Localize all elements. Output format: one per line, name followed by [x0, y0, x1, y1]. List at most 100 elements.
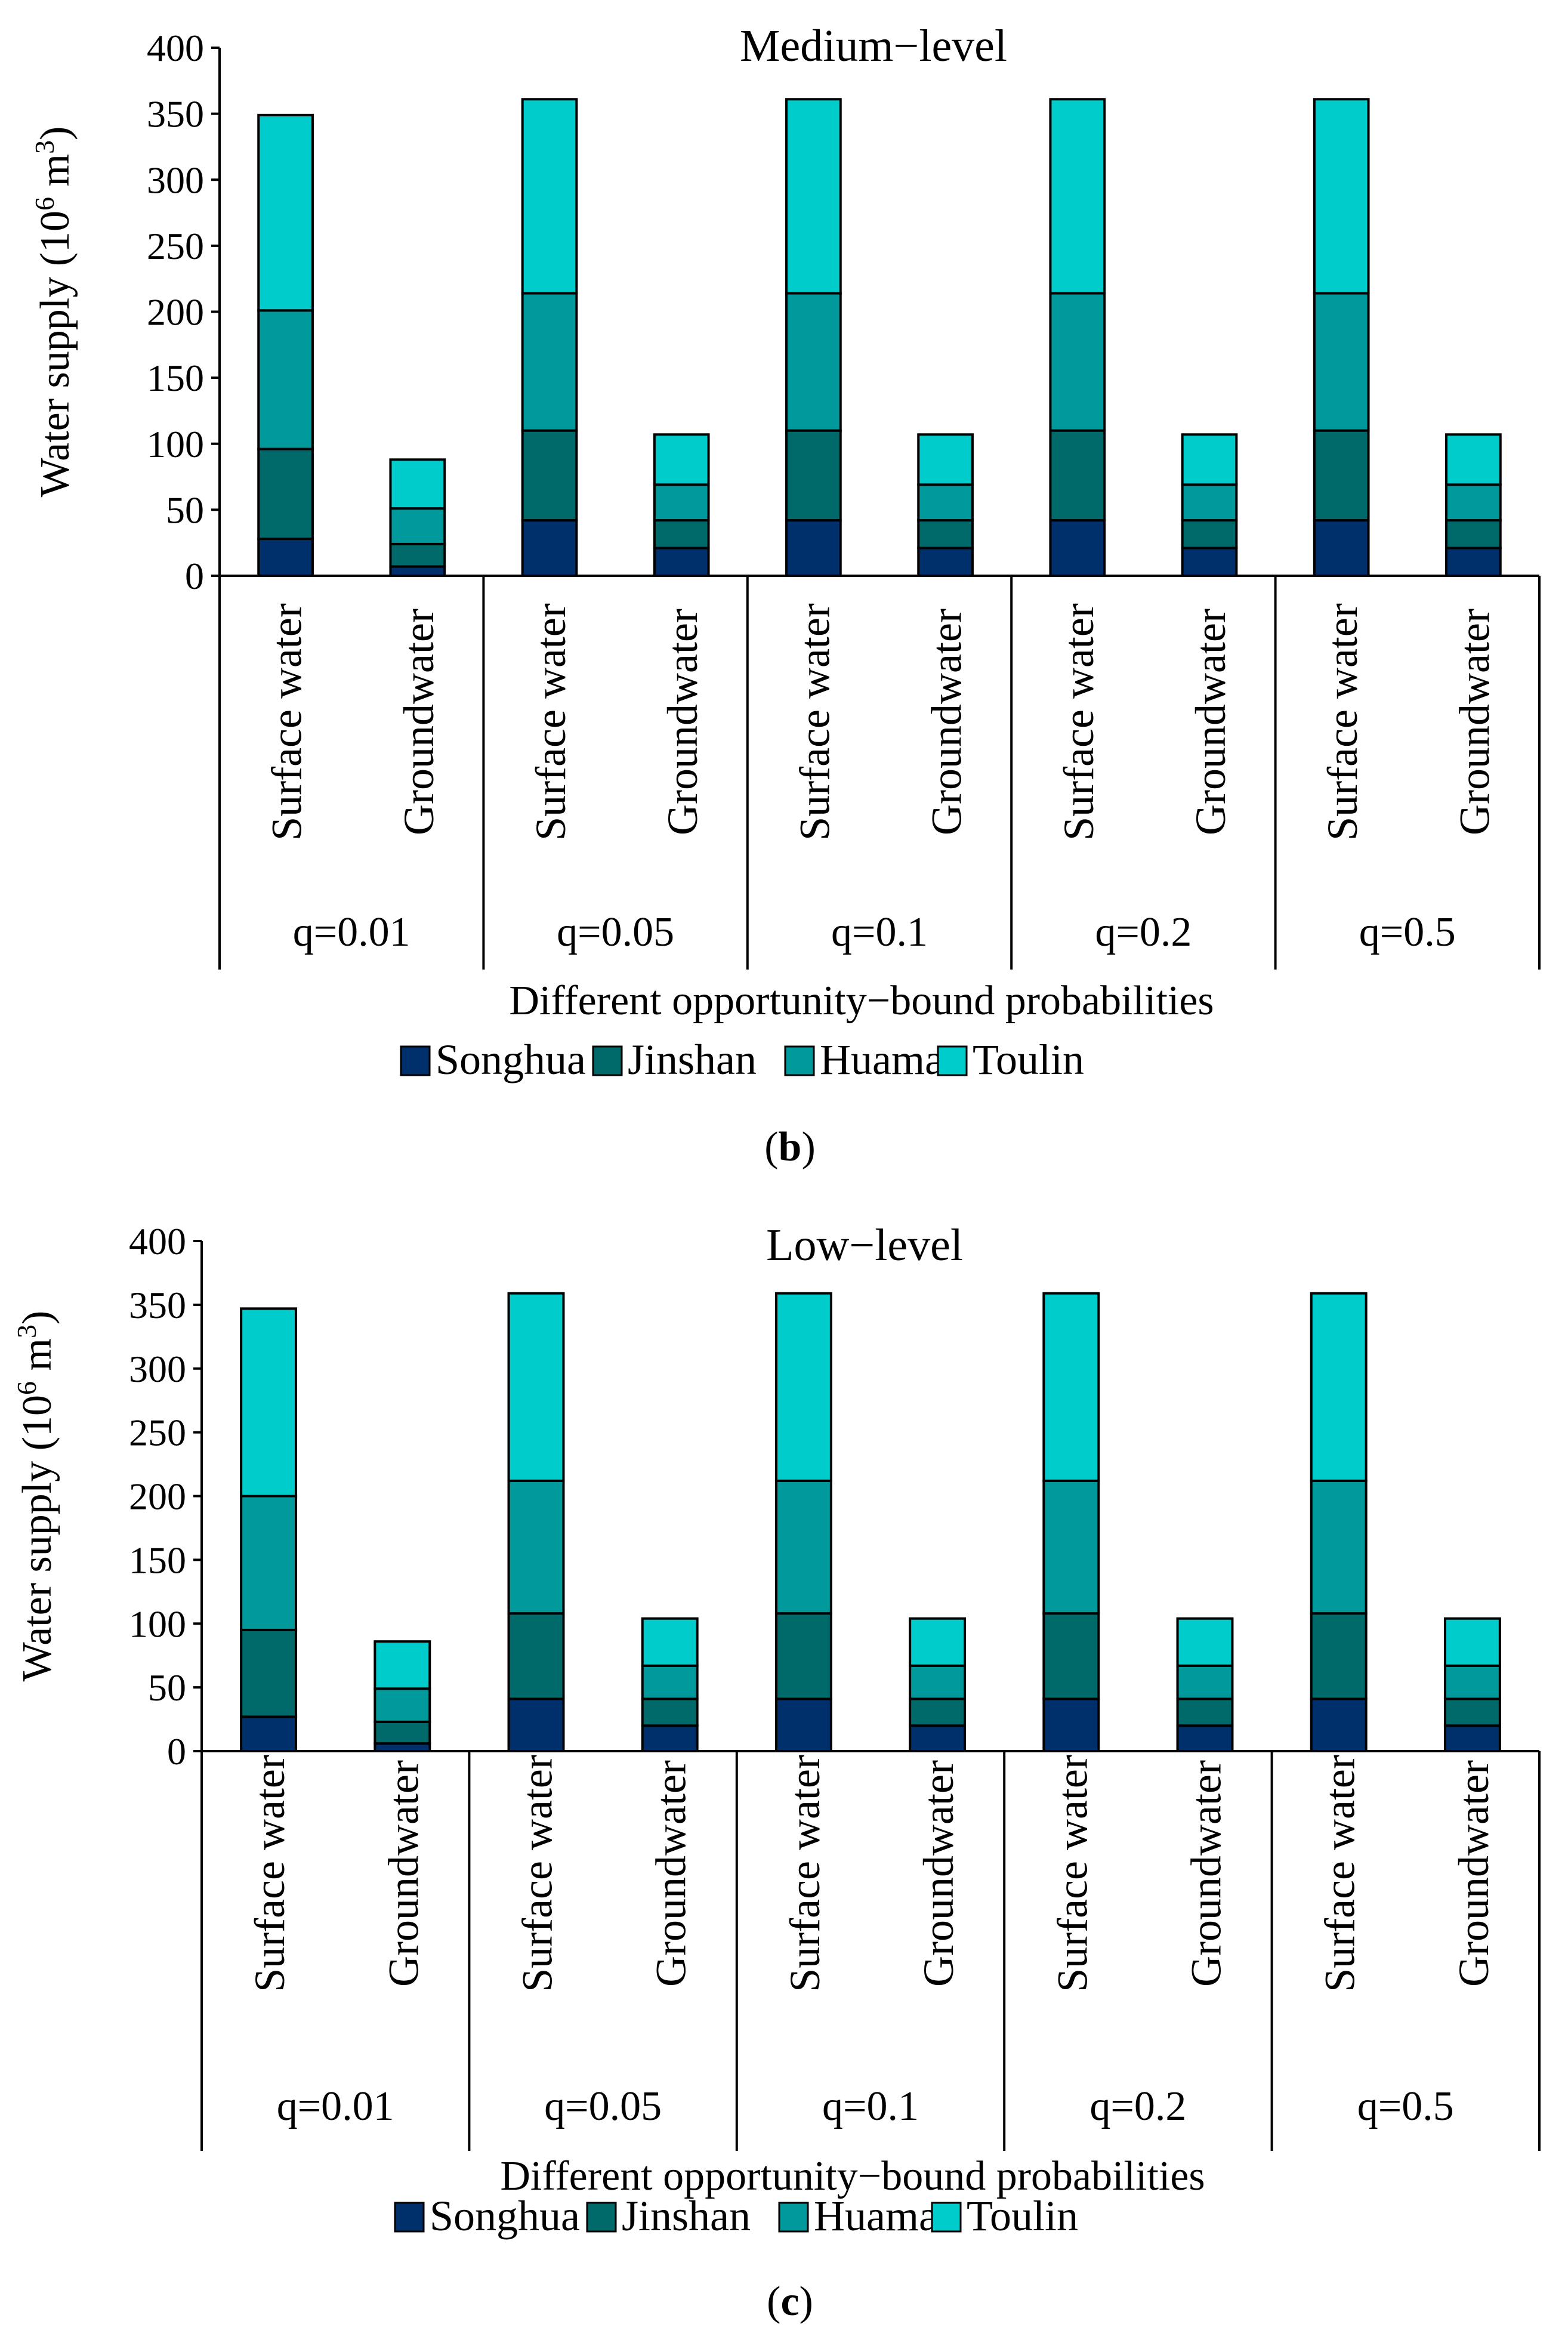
legend-label-jinshan: Jinshan	[628, 1036, 757, 1084]
y-tick-label: 100	[129, 1603, 186, 1645]
y-tick-label: 200	[129, 1475, 186, 1518]
category-label: Groundwater	[379, 1760, 427, 1987]
group-label: q=0.05	[544, 2083, 662, 2129]
bar-toulin-surface	[785, 98, 842, 295]
y-axis-label-unit: m	[14, 1338, 60, 1381]
y-axis-label-superscript: 6	[29, 197, 60, 211]
bar-songhua-surface	[521, 519, 578, 578]
legend-swatch-toulin	[937, 1045, 968, 1076]
y-tick-label: 350	[147, 93, 204, 135]
bar-jinshan-ground	[374, 1720, 431, 1745]
category-label: Surface water	[1319, 603, 1366, 841]
chart-title: Low−level	[766, 1220, 963, 1270]
bar-huama-surface	[1049, 292, 1106, 432]
category-label: Surface water	[527, 603, 575, 841]
bar-toulin-ground	[1443, 1617, 1501, 1667]
bar-jinshan-ground	[1445, 519, 1502, 550]
legend-label-songhua: Songhua	[430, 2192, 580, 2240]
bar-jinshan-ground	[1443, 1697, 1501, 1727]
category-label: Surface water	[246, 1755, 294, 1992]
bar-jinshan-surface	[521, 429, 578, 522]
bar-songhua-surface	[1042, 1697, 1100, 1753]
category-label: Groundwater	[915, 1760, 962, 1987]
bar-songhua-ground	[1181, 547, 1238, 577]
bar-toulin-surface	[507, 1292, 565, 1482]
bar-huama-surface	[521, 292, 578, 432]
y-axis-label-text: Water supply (10	[14, 1395, 60, 1681]
category-label: Surface water	[1048, 1755, 1096, 1992]
bar-huama-surface	[1313, 292, 1370, 432]
x-axis-label: Different opportunity−bound probabilitie…	[509, 978, 1214, 1024]
legend-label-huama: Huama	[814, 2192, 938, 2240]
bar-jinshan-surface	[1310, 1612, 1368, 1700]
panel-caption-open: (	[767, 2279, 780, 2325]
bar-toulin-surface	[1313, 98, 1370, 295]
bar-jinshan-surface	[240, 1628, 298, 1718]
bar-toulin-ground	[1445, 433, 1502, 486]
bar-huama-surface	[1310, 1479, 1368, 1615]
panel-caption: (b)	[764, 1124, 816, 1170]
y-axis-label-unit: m	[32, 154, 78, 197]
bar-huama-ground	[374, 1687, 431, 1723]
bar-jinshan-ground	[1176, 1697, 1234, 1727]
bar-songhua-ground	[917, 547, 974, 577]
bar-toulin-ground	[653, 433, 710, 486]
bar-huama-surface	[774, 1479, 832, 1615]
y-tick-label: 250	[147, 225, 204, 267]
bar-huama-ground	[917, 483, 974, 522]
bar-songhua-ground	[1445, 547, 1502, 577]
bar-toulin-surface	[240, 1307, 298, 1498]
y-axis-label-text: Water supply (10	[32, 211, 78, 497]
legend: Songhua Jinshan Huama Toulin	[400, 1036, 1084, 1084]
category-label: Groundwater	[647, 1760, 695, 1987]
legend-label-toulin: Toulin	[967, 2192, 1078, 2240]
y-tick-label: 350	[129, 1284, 186, 1326]
bar-huama-ground	[389, 507, 446, 545]
y-tick-label: 250	[129, 1412, 186, 1454]
bar-huama-ground	[909, 1664, 967, 1700]
bar-huama-ground	[653, 483, 710, 522]
bar-toulin-surface	[521, 98, 578, 295]
bar-toulin-surface	[774, 1292, 832, 1482]
group-label: q=0.5	[1357, 2083, 1454, 2129]
y-tick-label: 0	[185, 555, 204, 597]
x-axis-label: Different opportunity−bound probabilitie…	[500, 2153, 1205, 2199]
category-label: Groundwater	[395, 609, 443, 835]
bar-toulin-ground	[374, 1640, 431, 1690]
legend-label-jinshan: Jinshan	[622, 2192, 751, 2240]
bar-songhua-ground	[641, 1724, 699, 1752]
bar-huama-ground	[1181, 483, 1238, 522]
chart-panel-c: 0 50 100 150 200 250 300 350 400 Surface water Gro…	[11, 1220, 1541, 2325]
category-label: Surface water	[791, 603, 838, 841]
bar-huama-surface	[507, 1479, 565, 1615]
bar-toulin-ground	[389, 458, 446, 510]
y-tick-label: 300	[129, 1348, 186, 1390]
bar-jinshan-surface	[257, 447, 314, 541]
bar-songhua-surface	[507, 1697, 565, 1753]
bar-huama-ground	[1445, 483, 1502, 522]
bar-toulin-surface	[1042, 1292, 1100, 1482]
bar-songhua-surface	[1310, 1697, 1368, 1753]
chart-title: Medium−level	[740, 21, 1007, 71]
group-label: q=0.2	[1089, 2083, 1186, 2129]
group-label: q=0.2	[1095, 909, 1192, 955]
bar-jinshan-surface	[507, 1612, 565, 1700]
y-tick-label: 0	[167, 1730, 186, 1773]
category-label: Groundwater	[1183, 1760, 1230, 1987]
category-label: Surface water	[781, 1755, 829, 1992]
bar-songhua-ground	[1176, 1724, 1234, 1752]
group-label: q=0.1	[831, 909, 928, 955]
panel-caption-close: )	[801, 1124, 815, 1170]
y-tick-label: 50	[148, 1666, 186, 1709]
panel-caption: (c)	[767, 2279, 813, 2325]
group-label: q=0.01	[293, 909, 410, 955]
bar-huama-surface	[785, 292, 842, 432]
bar-jinshan-surface	[785, 429, 842, 522]
bar-toulin-surface	[1310, 1292, 1368, 1482]
bar-jinshan-surface	[1049, 429, 1106, 522]
category-label: Groundwater	[659, 609, 706, 835]
bar-toulin-surface	[1049, 98, 1106, 295]
y-tick-label: 50	[166, 489, 204, 531]
category-label: Groundwater	[1187, 609, 1234, 835]
